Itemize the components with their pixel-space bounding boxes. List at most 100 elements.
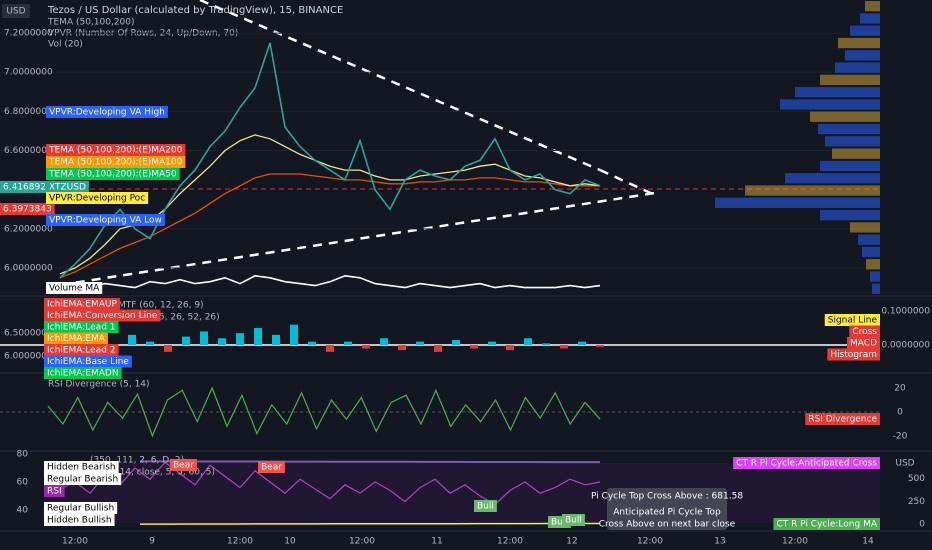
macd-bar <box>254 328 262 346</box>
macd-bar <box>488 341 496 346</box>
label-bg <box>44 502 118 514</box>
label-bg <box>562 514 585 526</box>
time-label: 12:00 <box>497 537 523 547</box>
macd-bar <box>452 339 460 346</box>
time-label: 11 <box>431 537 442 547</box>
tick-label: 6.2000000 <box>4 224 53 234</box>
volume-profile-bar <box>858 234 880 245</box>
label: Bear <box>173 461 194 471</box>
label: IchiEMA:Lead 2 <box>47 346 116 356</box>
currency-badge[interactable] <box>2 4 30 18</box>
label: VPVR:Developing VA Low <box>49 216 162 226</box>
label-bg <box>46 282 103 294</box>
rsi-band <box>44 463 880 523</box>
label: TEMA (50,100,200):(E)MA200 <box>48 146 183 156</box>
volume-profile-bar <box>785 173 880 184</box>
label: RSI <box>47 487 62 497</box>
label-bg <box>474 500 497 512</box>
macd-bar <box>128 334 136 346</box>
macd-bar <box>506 345 514 351</box>
label: RSI Divergence <box>808 415 877 425</box>
label: Regular Bullish <box>47 504 114 514</box>
macd-bar <box>272 334 280 346</box>
tick-label: 7.2000000 <box>4 29 53 39</box>
time-label: 12:00 <box>637 537 663 547</box>
macd-bar <box>596 345 604 347</box>
label-bg <box>46 156 186 168</box>
label-bg <box>46 214 165 226</box>
macd-bar <box>218 338 226 346</box>
label: Hidden Bearish <box>47 463 116 473</box>
volume-profile-bar <box>866 259 880 270</box>
label-bg <box>733 457 880 469</box>
tick-label: 60 <box>17 477 29 487</box>
label-bg <box>46 181 89 193</box>
volume-profile-bar <box>862 246 880 258</box>
label-bg <box>847 337 880 349</box>
label: Bear <box>261 463 282 473</box>
label: IchiEMA:EMA <box>47 334 106 344</box>
tick-label: 6.6000000 <box>4 146 53 156</box>
volume-profile-bar <box>865 1 880 12</box>
macd-bar <box>362 345 370 349</box>
currency: USD <box>6 7 25 17</box>
label-bg <box>44 473 122 485</box>
time-label: 12:00 <box>227 537 253 547</box>
time-label: 12:00 <box>349 537 375 547</box>
title: Tezos / US Dollar (calculated by Trading… <box>47 5 343 16</box>
tick-label: 7.0000000 <box>4 68 53 78</box>
label-bg <box>44 355 132 368</box>
volume-profile-bar <box>825 136 880 147</box>
label: IchiEMA:Conversion Line <box>47 311 158 321</box>
label: VPVR:Developing Poc <box>49 194 145 204</box>
tick-label: 20 <box>894 383 906 393</box>
label-bg <box>170 459 197 471</box>
tooltip-text: Pi Cycle Top Cross Above : 681.58 <box>591 492 743 502</box>
pane-header: (350, 111, 2, 6, D, 2) <box>90 456 184 466</box>
label: 6.4168927 <box>3 183 52 193</box>
rsi-divergence-line <box>47 386 601 438</box>
macd-bar <box>182 336 190 346</box>
volume-profile-bar <box>818 123 880 135</box>
label-bg <box>773 518 880 530</box>
macd-bar <box>290 324 298 346</box>
pane-header: MTF (60, 12, 26, 9) <box>118 301 204 311</box>
time-label: 12 <box>566 537 577 547</box>
label-bg <box>44 298 120 310</box>
label: IchiEMA:EMADN <box>47 369 119 379</box>
tick-label: 0.1000000 <box>881 306 930 316</box>
trendline <box>59 191 656 287</box>
label: IchiEMA:Base Line <box>47 357 129 367</box>
label-bg <box>44 485 65 497</box>
macd-bar <box>308 341 316 346</box>
pane-header: close, 5, 26, 52, 26) <box>130 313 220 323</box>
macd-bar <box>326 345 334 352</box>
tooltip-text: Cross Above on next bar close <box>599 520 736 530</box>
rsi-line <box>59 461 601 506</box>
label: Histogram <box>830 350 877 360</box>
volume-profile-bar <box>845 50 880 61</box>
label-bg <box>44 321 119 333</box>
long-ma-line <box>140 522 600 525</box>
macd-bar <box>524 338 532 346</box>
label-bg <box>44 344 119 356</box>
label: XTZUSD <box>49 183 86 193</box>
volume-profile-bar <box>872 283 880 294</box>
label: TEMA (50,100,200):(E)MA50 <box>48 170 177 180</box>
label: CT R Pi Cycle:Anticipated Cross <box>736 459 877 469</box>
label-bg <box>44 367 122 379</box>
volume-profile-bar <box>820 209 880 221</box>
label: Bull <box>477 502 494 512</box>
tick-label: 0 <box>897 407 903 417</box>
volume-ma-line <box>59 274 601 289</box>
volume-profile-bar <box>850 25 880 36</box>
macd-bar <box>578 341 586 346</box>
tick-label: 40 <box>17 505 29 515</box>
label-bg <box>46 168 180 180</box>
time-label: 9 <box>149 537 155 547</box>
tick-label: 6.0000000 <box>4 263 53 273</box>
macd-bar <box>398 345 406 351</box>
label: Signal Line <box>828 316 878 326</box>
tooltip-text: Anticipated Pi Cycle Top <box>613 508 721 518</box>
macd-bar <box>164 345 172 352</box>
